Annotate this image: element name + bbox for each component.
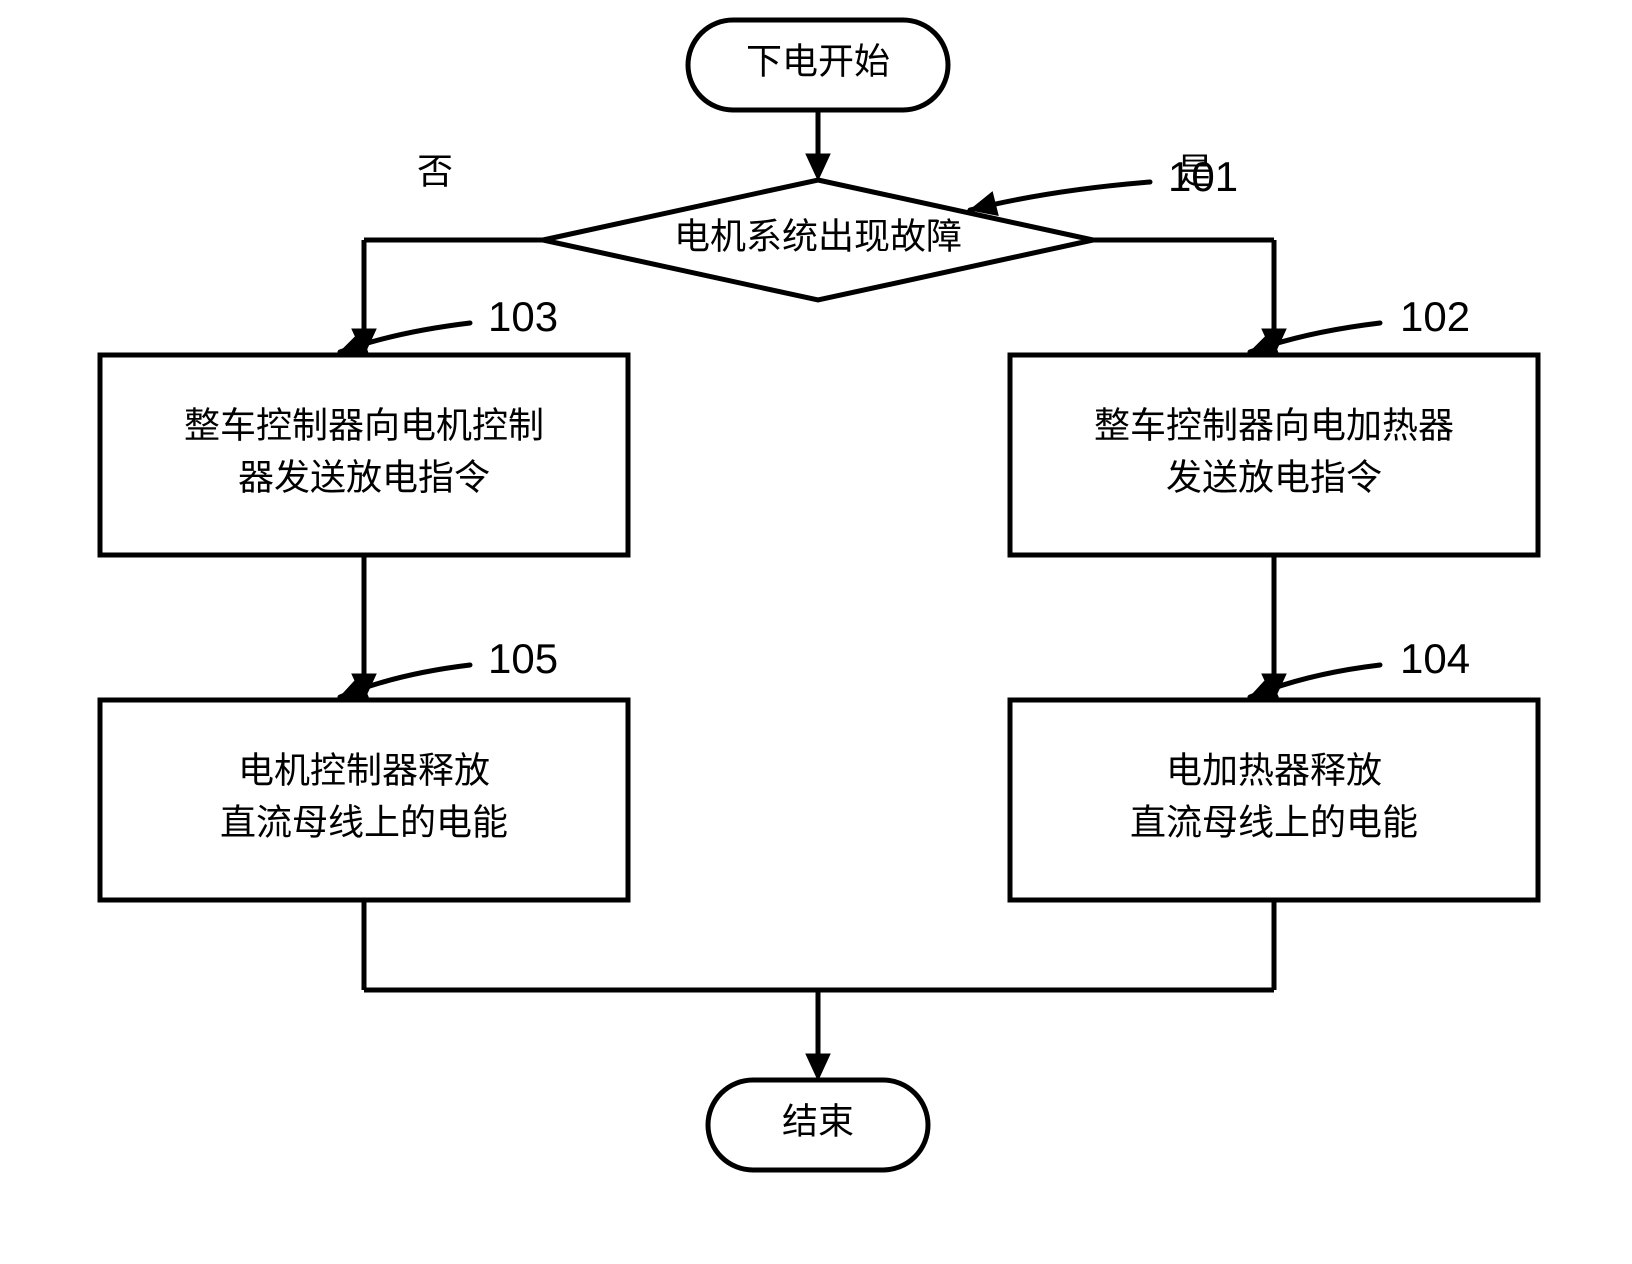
n104-line: 直流母线上的电能	[1130, 802, 1418, 842]
callout-label-c105: 105	[488, 635, 558, 682]
n102-node	[1010, 355, 1538, 555]
callout-label-c104: 104	[1400, 635, 1470, 682]
n103-node	[100, 355, 628, 555]
n104-line: 电加热器释放	[1166, 750, 1382, 790]
branch-label-no: 否	[417, 151, 453, 191]
n102-line: 整车控制器向电加热器	[1094, 405, 1454, 445]
start-line: 下电开始	[746, 41, 890, 81]
n103-line: 器发送放电指令	[238, 457, 490, 497]
n104-node	[1010, 700, 1538, 900]
n103-line: 整车控制器向电机控制	[184, 405, 544, 445]
end-line: 结束	[782, 1101, 854, 1141]
callout-label-c103: 103	[488, 293, 558, 340]
n105-line: 电机控制器释放	[238, 750, 490, 790]
n105-node	[100, 700, 628, 900]
n105-line: 直流母线上的电能	[220, 802, 508, 842]
n102-line: 发送放电指令	[1166, 457, 1382, 497]
callout-label-c102: 102	[1400, 293, 1470, 340]
decision-line: 电机系统出现故障	[674, 216, 962, 256]
callout-pointer-c101	[970, 182, 1150, 210]
callout-label-c101: 101	[1168, 153, 1238, 200]
